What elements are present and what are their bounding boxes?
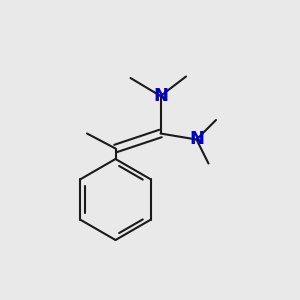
Text: N: N — [189, 130, 204, 148]
Text: N: N — [153, 87, 168, 105]
